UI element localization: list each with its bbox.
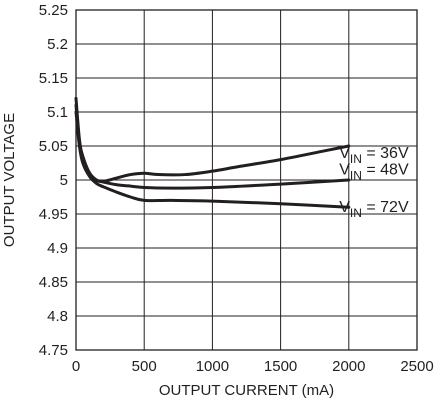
plot-frame — [75, 9, 418, 351]
x-tick-label: 0 — [72, 358, 80, 375]
y-axis-title: OUTPUT VOLTAGE — [1, 113, 18, 247]
series-annotation: VIN = 48V — [339, 162, 409, 183]
x-tick-label: 1000 — [196, 358, 229, 375]
x-tick-label: 1500 — [264, 358, 297, 375]
y-tick-label: 4.85 — [39, 274, 68, 291]
y-tick-label: 5.2 — [47, 36, 68, 53]
x-tick-labels: 0 500 1000 1500 2000 2500 — [72, 358, 434, 375]
y-tick-label: 5.15 — [39, 70, 68, 87]
x-tick-label: 2500 — [400, 358, 433, 375]
series-annotation: VIN = 36V — [339, 145, 409, 166]
y-tick-label: 4.9 — [47, 240, 68, 257]
y-tick-label: 4.8 — [47, 308, 68, 325]
y-tick-label: 5.05 — [39, 138, 68, 155]
series-annotation: VIN = 72V — [339, 199, 409, 220]
x-axis-title: OUTPUT CURRENT (mA) — [159, 382, 334, 399]
y-tick-label: 5 — [60, 172, 68, 189]
x-tick-label: 2000 — [332, 358, 365, 375]
y-tick-label: 5.25 — [39, 2, 68, 19]
grid-lines — [75, 9, 418, 351]
y-tick-label: 4.75 — [39, 342, 68, 359]
y-tick-labels: 4.75 4.8 4.85 4.9 4.95 5 5.05 5.1 5.15 5.2 5.25 — [39, 2, 68, 359]
y-tick-label: 4.95 — [39, 206, 68, 223]
series-line-72v — [74, 110, 351, 209]
series-lines — [74, 96, 351, 209]
x-tick-label: 500 — [132, 358, 157, 375]
y-tick-label: 5.1 — [47, 104, 68, 121]
